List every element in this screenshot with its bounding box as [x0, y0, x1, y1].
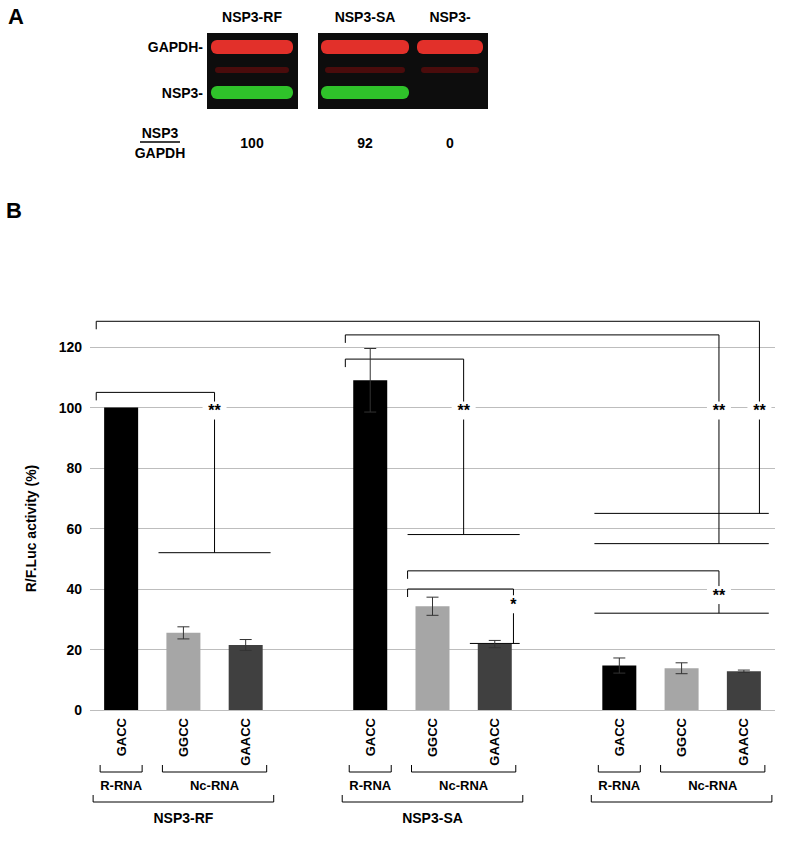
svg-text:NSP3-: NSP3-: [429, 9, 471, 25]
svg-text:GGCC: GGCC: [425, 717, 440, 757]
svg-text:NSP3-: NSP3-: [162, 85, 204, 101]
svg-text:**: **: [208, 402, 221, 419]
svg-text:92: 92: [357, 135, 373, 151]
svg-text:GACC: GACC: [612, 717, 627, 756]
svg-text:B: B: [6, 198, 22, 223]
svg-text:R-RNA: R-RNA: [598, 778, 640, 793]
svg-text:NSP3-RF: NSP3-RF: [222, 9, 282, 25]
svg-text:100: 100: [59, 400, 83, 416]
svg-text:GAPDH-: GAPDH-: [148, 39, 204, 55]
svg-text:GGCC: GGCC: [176, 717, 191, 757]
svg-text:GAACC: GAACC: [238, 717, 253, 765]
svg-text:Nc-RNA: Nc-RNA: [190, 778, 240, 793]
svg-text:120: 120: [59, 339, 83, 355]
svg-text:0: 0: [74, 702, 82, 718]
svg-text:A: A: [8, 4, 24, 29]
svg-text:NSP3-SA: NSP3-SA: [402, 810, 463, 826]
svg-text:**: **: [457, 402, 470, 419]
svg-text:*: *: [510, 596, 517, 613]
svg-text:Nc-RNA: Nc-RNA: [688, 778, 738, 793]
svg-text:GAACC: GAACC: [487, 717, 502, 765]
svg-text:80: 80: [66, 460, 82, 476]
svg-text:**: **: [753, 402, 766, 419]
svg-text:0: 0: [446, 135, 454, 151]
svg-text:Nc-RNA: Nc-RNA: [439, 778, 489, 793]
svg-text:NSP3: NSP3: [142, 125, 179, 141]
svg-text:20: 20: [66, 642, 82, 658]
svg-text:40: 40: [66, 581, 82, 597]
svg-text:NSP3-SA: NSP3-SA: [335, 9, 396, 25]
svg-text:GAACC: GAACC: [736, 717, 751, 765]
svg-text:R/F.Luc activity (%): R/F.Luc activity (%): [23, 465, 39, 593]
svg-text:R-RNA: R-RNA: [349, 778, 391, 793]
svg-text:100: 100: [240, 135, 264, 151]
svg-text:**: **: [713, 587, 726, 604]
svg-text:R-RNA: R-RNA: [100, 778, 142, 793]
svg-text:GACC: GACC: [363, 717, 378, 756]
svg-text:**: **: [713, 402, 726, 419]
svg-text:GAPDH: GAPDH: [135, 145, 186, 161]
svg-text:GGCC: GGCC: [674, 717, 689, 757]
svg-text:GACC: GACC: [114, 717, 129, 756]
svg-text:60: 60: [66, 521, 82, 537]
svg-text:NSP3-RF: NSP3-RF: [153, 810, 213, 826]
